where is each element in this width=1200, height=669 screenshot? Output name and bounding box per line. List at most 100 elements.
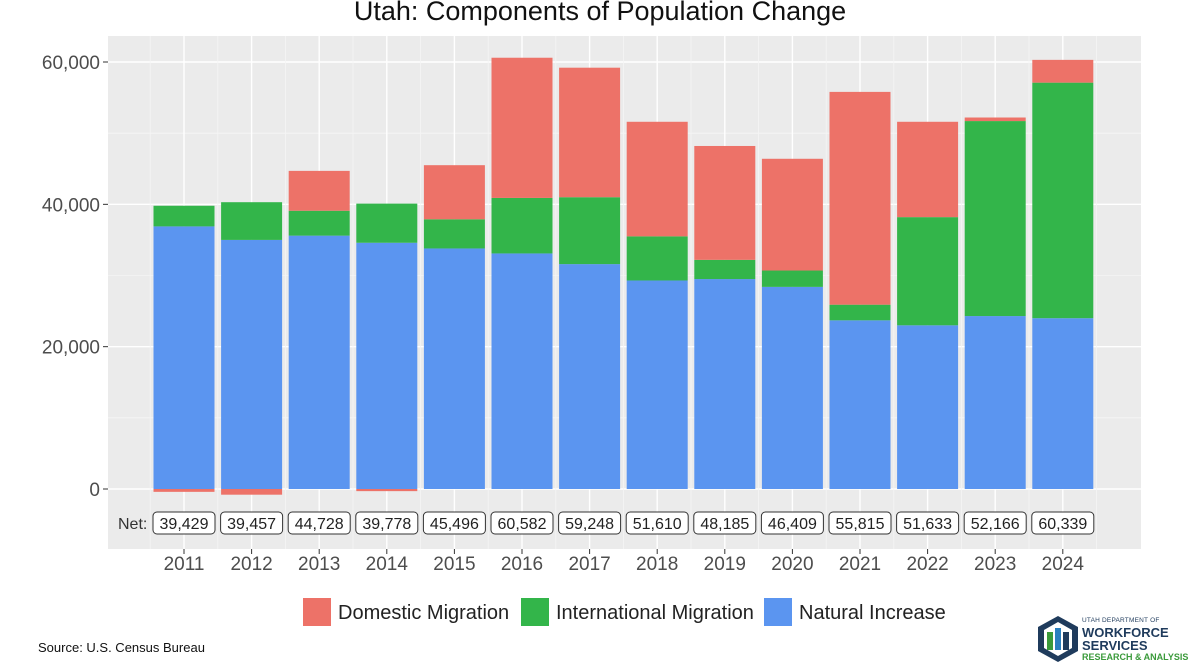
bar-domestic-migration-2020 xyxy=(761,158,823,271)
x-tick-label: 2018 xyxy=(636,554,678,575)
net-value-box xyxy=(422,511,486,535)
y-tick-label: 40,000 xyxy=(42,195,100,216)
legend-key-domestic-migration xyxy=(303,598,331,626)
bar-international-migration-2024 xyxy=(1032,82,1094,319)
bar-natural-increase-2021 xyxy=(829,320,891,489)
x-tick-label: 2013 xyxy=(298,554,340,575)
net-value-2022: 51,633 xyxy=(903,516,952,533)
net-value-box xyxy=(220,511,284,535)
net-value-2013: 44,728 xyxy=(295,516,344,533)
net-value-box xyxy=(355,511,419,535)
bar-domestic-migration-2018 xyxy=(626,121,688,237)
y-tick-label: 0 xyxy=(89,480,100,501)
net-value-2015: 45,496 xyxy=(430,516,479,533)
bar-domestic-migration-2015 xyxy=(423,165,485,220)
x-tick-label: 2020 xyxy=(771,554,813,575)
logo-line4: RESEARCH & ANALYSIS xyxy=(1082,651,1189,662)
bar-natural-increase-2011 xyxy=(153,226,215,489)
bar-natural-increase-2023 xyxy=(964,316,1026,489)
legend-key-international-migration xyxy=(521,598,549,626)
bar-domestic-migration-2024 xyxy=(1032,59,1094,83)
bar-international-migration-2011 xyxy=(153,205,215,227)
net-value-2016: 60,582 xyxy=(498,516,547,533)
bar-domestic-migration-2011 xyxy=(153,489,215,492)
net-value-2019: 48,185 xyxy=(700,516,749,533)
bar-natural-increase-2013 xyxy=(288,235,350,489)
bar-international-migration-2012 xyxy=(221,202,283,240)
bar-international-migration-2018 xyxy=(626,236,688,281)
net-value-box xyxy=(963,511,1027,535)
chart-title: Utah: Components of Population Change xyxy=(354,0,846,26)
bar-natural-increase-2022 xyxy=(897,325,959,489)
bar-domestic-migration-2021 xyxy=(829,91,891,305)
bar-natural-increase-2017 xyxy=(559,264,621,489)
bar-natural-increase-2019 xyxy=(694,279,756,489)
bar-natural-increase-2015 xyxy=(423,248,485,489)
bar-domestic-migration-2013 xyxy=(288,170,350,211)
x-tick-label: 2012 xyxy=(230,554,272,575)
x-tick-label: 2015 xyxy=(433,554,475,575)
legend-key-natural-increase xyxy=(764,598,792,626)
bar-international-migration-2013 xyxy=(288,210,350,236)
bar-international-migration-2022 xyxy=(897,217,959,326)
bar-natural-increase-2016 xyxy=(491,253,553,489)
bar-international-migration-2014 xyxy=(356,203,418,243)
legend-label-domestic-migration: Domestic Migration xyxy=(338,602,509,624)
bar-international-migration-2016 xyxy=(491,197,553,254)
y-tick-label: 20,000 xyxy=(42,338,100,359)
net-label: Net: xyxy=(118,516,147,533)
x-tick-label: 2021 xyxy=(839,554,881,575)
dws-logo-text: UTAH DEPARTMENT OF WORKFORCE SERVICES RE… xyxy=(1082,617,1189,662)
bar-natural-increase-2012 xyxy=(221,239,283,489)
bar-domestic-migration-2012 xyxy=(221,489,283,495)
net-value-2017: 59,248 xyxy=(565,516,614,533)
legend-label-international-migration: International Migration xyxy=(556,602,754,624)
net-value-box xyxy=(625,511,689,535)
legend-label-natural-increase: Natural Increase xyxy=(799,602,946,624)
source-note: Source: U.S. Census Bureau xyxy=(38,640,205,655)
bar-domestic-migration-2023 xyxy=(964,117,1026,122)
bar-natural-increase-2024 xyxy=(1032,318,1094,489)
bar-international-migration-2021 xyxy=(829,304,891,321)
net-value-2021: 55,815 xyxy=(836,516,885,533)
bar-domestic-migration-2016 xyxy=(491,57,553,198)
dws-logo-mark-icon xyxy=(1038,616,1078,662)
bar-domestic-migration-2014 xyxy=(356,489,418,492)
net-value-2014: 39,778 xyxy=(362,516,411,533)
logo-line2: WORKFORCE xyxy=(1082,624,1169,640)
bar-international-migration-2015 xyxy=(423,219,485,249)
net-value-2011: 39,429 xyxy=(160,516,209,533)
logo-line3: SERVICES xyxy=(1082,637,1148,653)
x-tick-label: 2019 xyxy=(704,554,746,575)
bar-natural-increase-2014 xyxy=(356,242,418,489)
net-value-box xyxy=(287,511,351,535)
x-tick-label: 2022 xyxy=(906,554,948,575)
bar-international-migration-2020 xyxy=(761,270,823,287)
x-tick-label: 2023 xyxy=(974,554,1016,575)
net-value-box xyxy=(558,511,622,535)
net-value-box xyxy=(490,511,554,535)
bar-international-migration-2019 xyxy=(694,259,756,280)
net-value-box xyxy=(896,511,960,535)
bar-domestic-migration-2022 xyxy=(897,121,959,218)
net-value-2020: 46,409 xyxy=(768,516,817,533)
x-tick-label: 2016 xyxy=(501,554,543,575)
bar-international-migration-2023 xyxy=(964,121,1026,317)
bar-domestic-migration-2019 xyxy=(694,145,756,260)
net-value-2023: 52,166 xyxy=(971,516,1020,533)
y-tick-label: 60,000 xyxy=(42,53,100,74)
x-tick-label: 2024 xyxy=(1042,554,1085,575)
bar-international-migration-2017 xyxy=(559,197,621,265)
x-tick-label: 2017 xyxy=(568,554,610,575)
bar-natural-increase-2018 xyxy=(626,280,688,489)
net-value-box xyxy=(152,511,216,535)
net-value-box xyxy=(760,511,824,535)
net-value-2012: 39,457 xyxy=(227,516,276,533)
net-value-2018: 51,610 xyxy=(633,516,682,533)
x-tick-label: 2014 xyxy=(366,554,409,575)
bar-natural-increase-2020 xyxy=(761,286,823,489)
net-value-2024: 60,339 xyxy=(1038,516,1087,533)
dws-logo: UTAH DEPARTMENT OF WORKFORCE SERVICES RE… xyxy=(1036,614,1196,664)
logo-line1: UTAH DEPARTMENT OF xyxy=(1082,617,1160,624)
